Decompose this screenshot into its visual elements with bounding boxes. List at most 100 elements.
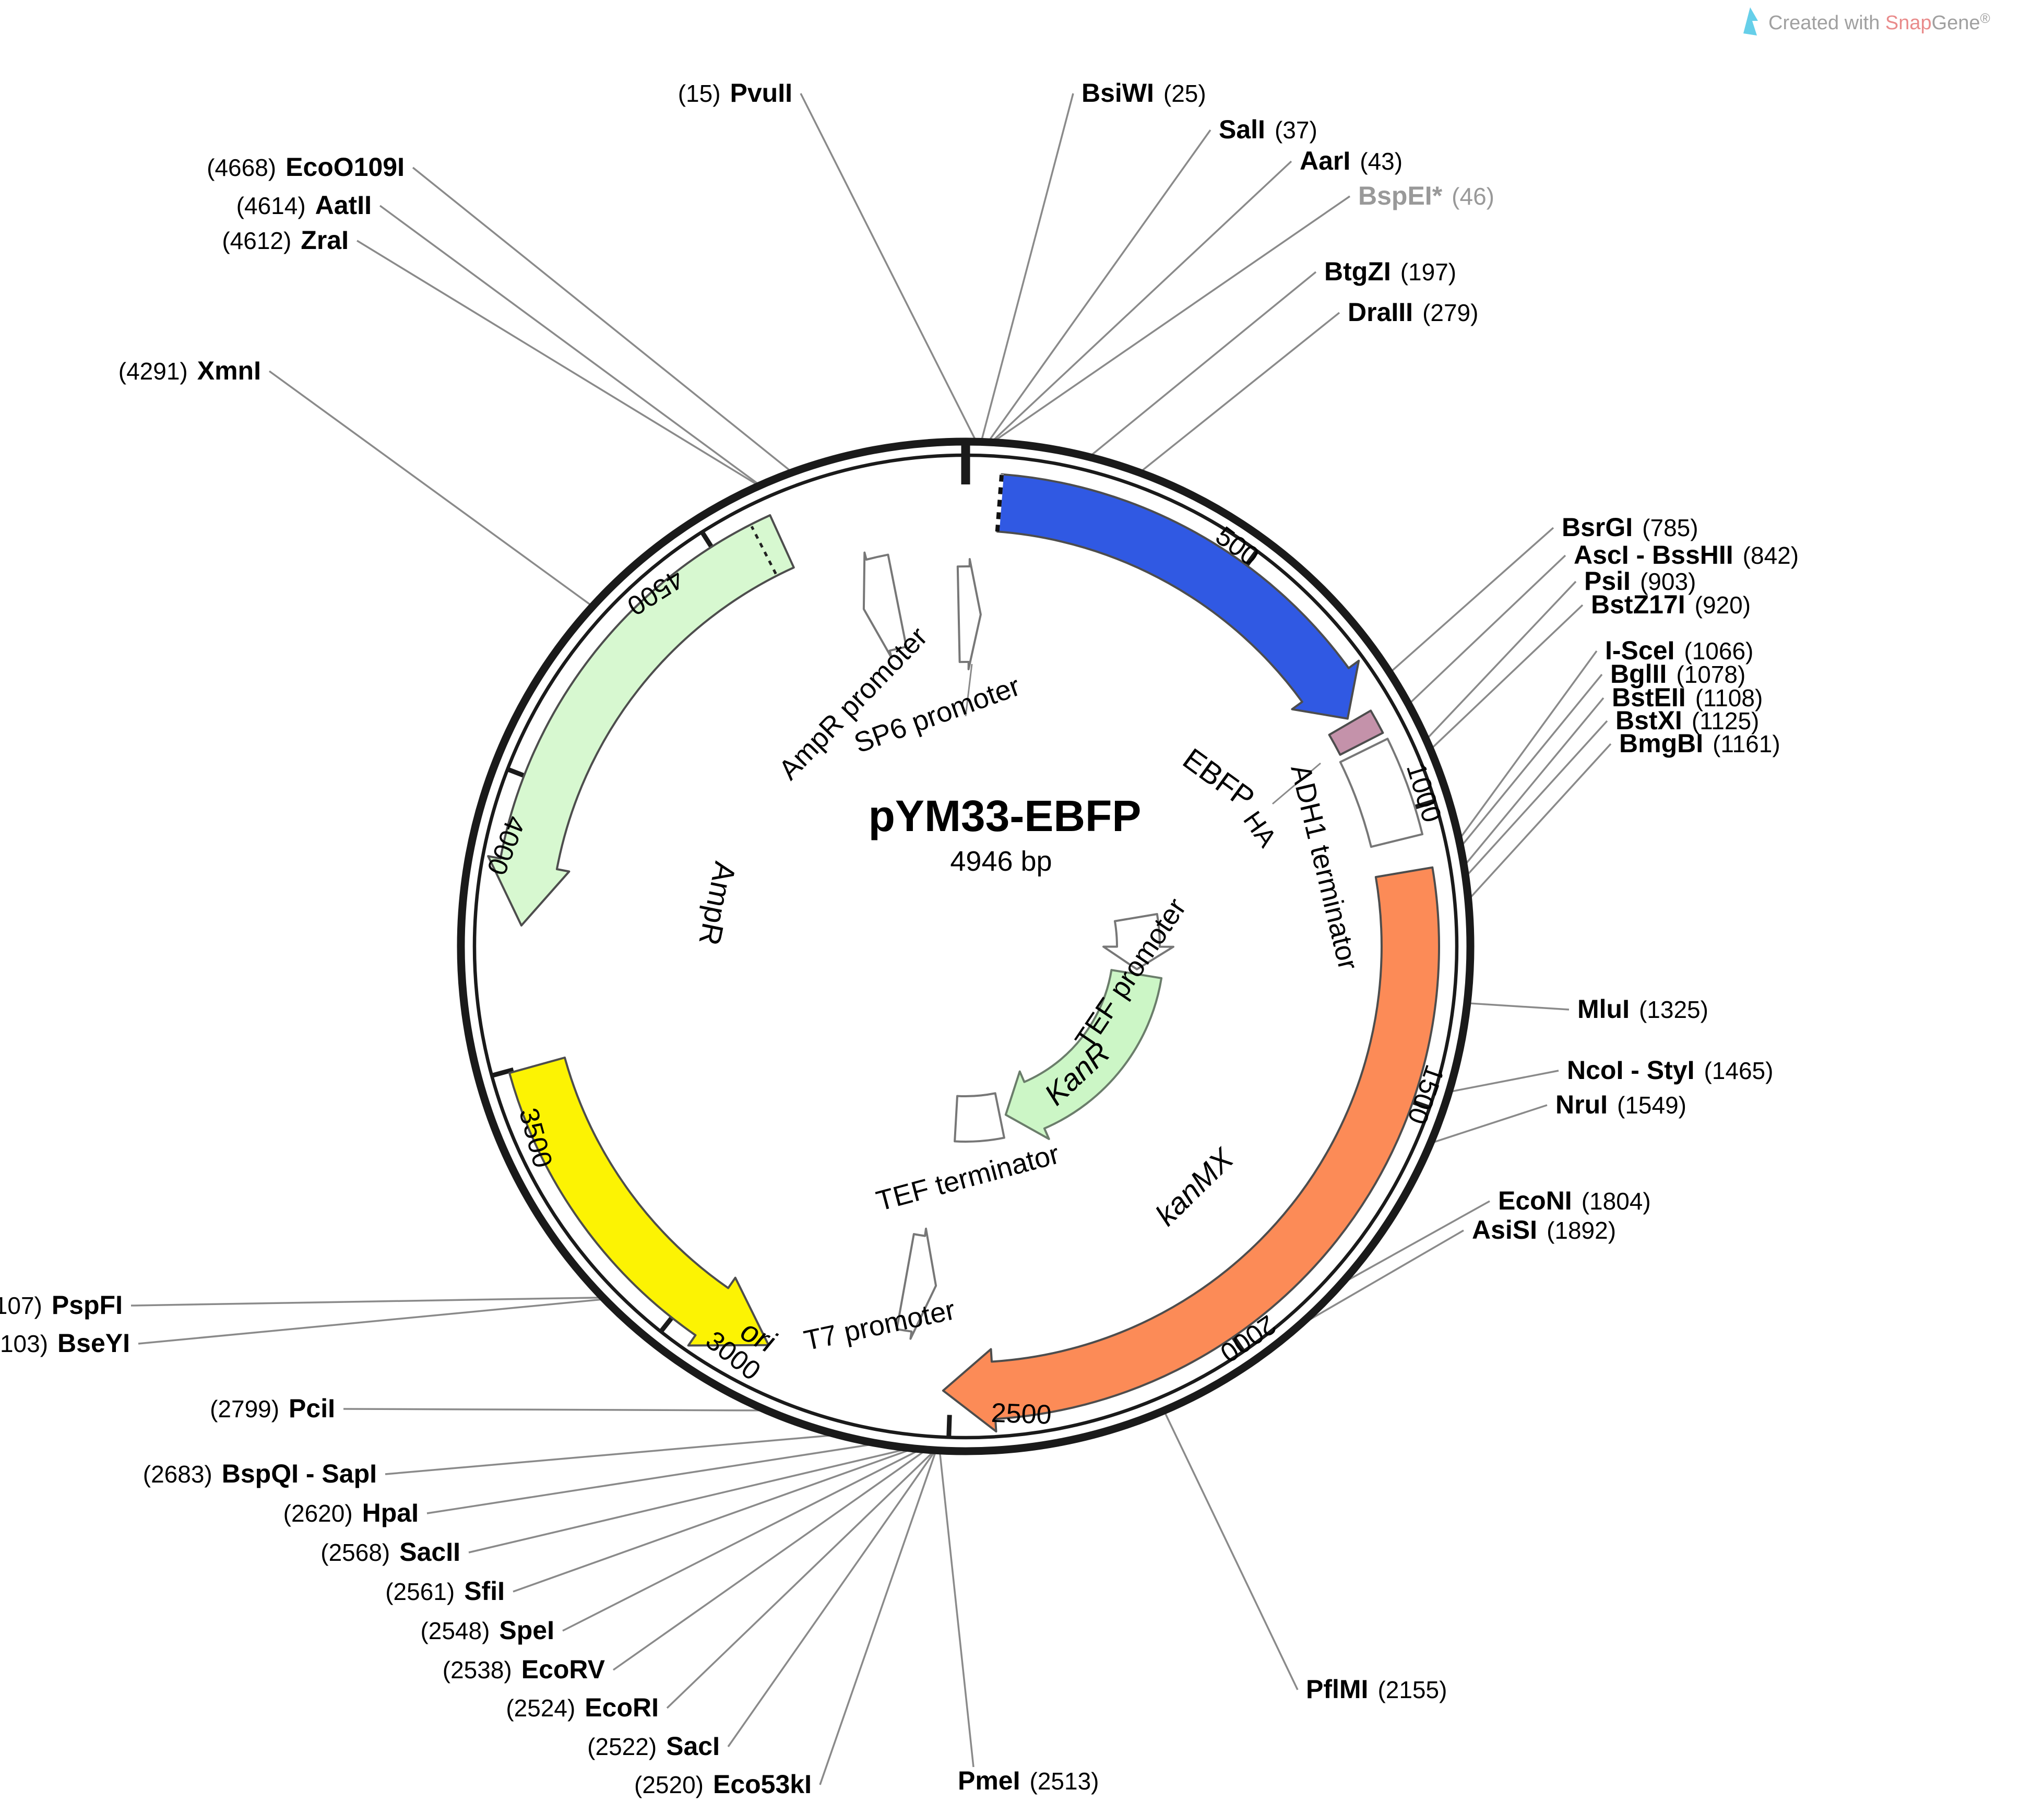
feature-label-T7-promoter[interactable]: T7 promoter: [801, 1294, 958, 1357]
enzyme-name: SpeI: [499, 1616, 554, 1645]
enzyme-name: AatII: [315, 191, 372, 220]
enzyme-name: HpaI: [362, 1498, 419, 1527]
enzyme-site: (15): [678, 80, 721, 107]
enzyme-name: BseYI: [57, 1329, 130, 1358]
enzyme-label-PspFI[interactable]: (3107) PspFI: [0, 1290, 123, 1320]
enzyme-label-AsiSI[interactable]: AsiSI (1892): [1472, 1215, 1616, 1244]
enzyme-label-EcoO109I[interactable]: (4668) EcoO109I: [207, 152, 405, 182]
feature-EBFP[interactable]: [996, 473, 1360, 720]
enzyme-label-AscIBssHII[interactable]: AscI - BssHII (842): [1574, 540, 1799, 570]
enzyme-label-BsrGI[interactable]: BsrGI (785): [1562, 513, 1698, 542]
feature-label-AmpR[interactable]: AmpR: [692, 859, 742, 948]
enzyme-label-PflMI[interactable]: PflMI (2155): [1306, 1675, 1447, 1704]
enzyme-label-SfiI[interactable]: (2561) SfiI: [385, 1576, 505, 1606]
leader-BspQISapI: [385, 1434, 833, 1475]
enzyme-name: BspQI - SapI: [222, 1459, 377, 1488]
feature-TEF-promoter[interactable]: [1102, 913, 1174, 970]
enzyme-label-PsiI[interactable]: PsiI (903): [1584, 566, 1696, 596]
enzyme-site: (25): [1163, 80, 1206, 107]
feature-leader-SP6-promoter: [965, 663, 973, 717]
feature-TEF-terminator[interactable]: [954, 1092, 1005, 1143]
enzyme-label-BspEI[interactable]: BspEI* (46): [1358, 181, 1494, 210]
enzyme-site: (1125): [1692, 707, 1760, 734]
enzyme-label-NruI[interactable]: NruI (1549): [1555, 1090, 1686, 1119]
enzyme-label-EcoRV[interactable]: (2538) EcoRV: [443, 1655, 605, 1684]
enzyme-site: (2522): [587, 1733, 657, 1760]
enzyme-label-BstZ17I[interactable]: BstZ17I (920): [1591, 590, 1751, 619]
feature-KanR[interactable]: [1004, 969, 1163, 1140]
enzyme-name: PciI: [289, 1394, 335, 1423]
enzyme-name: NruI: [1555, 1090, 1608, 1119]
enzyme-label-BsiWI[interactable]: BsiWI (25): [1082, 78, 1206, 108]
enzyme-label-ISceI[interactable]: I-SceI (1066): [1605, 636, 1753, 665]
feature-AmpR[interactable]: [487, 514, 795, 927]
enzyme-name: Eco53kI: [713, 1770, 812, 1799]
enzyme-label-BstEII[interactable]: BstEII (1108): [1612, 683, 1763, 712]
feature-T7-promoter[interactable]: [896, 1227, 937, 1340]
enzyme-label-DraIII[interactable]: DraIII (279): [1348, 298, 1478, 327]
feature-kanMX[interactable]: [942, 866, 1441, 1433]
enzyme-site: (1465): [1704, 1057, 1773, 1084]
feature-label-kanMX[interactable]: kanMX: [1149, 1141, 1241, 1232]
enzyme-name: EcoNI: [1498, 1186, 1572, 1215]
enzyme-label-MluI[interactable]: MluI (1325): [1577, 994, 1708, 1024]
leader-DraIII: [1140, 312, 1340, 472]
enzyme-label-BmgBI[interactable]: BmgBI (1161): [1619, 729, 1780, 758]
enzyme-site: (785): [1642, 514, 1698, 541]
enzyme-site: (903): [1640, 568, 1696, 595]
enzyme-label-BseYI[interactable]: (3103) BseYI: [0, 1329, 130, 1358]
feature-label-TEF-terminator[interactable]: TEF terminator: [873, 1138, 1063, 1217]
enzyme-name: BstXI: [1615, 706, 1682, 735]
feature-label-HA[interactable]: HA: [1238, 806, 1282, 853]
enzyme-label-PmeI[interactable]: PmeI (2513): [958, 1766, 1099, 1795]
enzyme-label-EcoRI[interactable]: (2524) EcoRI: [506, 1693, 659, 1722]
enzyme-site: (1066): [1684, 637, 1753, 665]
enzyme-label-NcoIStyI[interactable]: NcoI - StyI (1465): [1567, 1056, 1773, 1085]
leader-BsiWI: [981, 93, 1074, 440]
enzyme-label-SpeI[interactable]: (2548) SpeI: [420, 1616, 554, 1645]
enzyme-site: (1325): [1639, 996, 1708, 1023]
enzyme-label-AarI[interactable]: AarI (43): [1300, 146, 1403, 175]
enzyme-site: (3103): [0, 1330, 48, 1357]
feature-label-ADH1-terminator[interactable]: ADH1 terminator: [1285, 762, 1364, 973]
leader-AscIBssHII: [1409, 554, 1566, 704]
enzyme-label-HpaI[interactable]: (2620) HpaI: [283, 1498, 419, 1527]
enzyme-label-PciI[interactable]: (2799) PciI: [210, 1394, 335, 1423]
feature-AmpR-promoter[interactable]: [862, 551, 908, 659]
enzyme-name: XmnI: [197, 356, 261, 385]
leader-SpeI: [562, 1450, 918, 1632]
enzyme-label-Eco53kI[interactable]: (2520) Eco53kI: [634, 1770, 812, 1799]
feature-SP6-promoter[interactable]: [956, 558, 982, 670]
enzyme-label-EcoNI[interactable]: EcoNI (1804): [1498, 1186, 1651, 1215]
leader-NcoIStyI: [1451, 1070, 1559, 1093]
feature-ori[interactable]: [508, 1057, 770, 1347]
enzyme-label-BspQISapI[interactable]: (2683) BspQI - SapI: [143, 1459, 377, 1488]
feature-label-EBFP[interactable]: EBFP: [1177, 742, 1261, 816]
leader-EcoNI: [1346, 1200, 1490, 1282]
enzyme-site: (1161): [1713, 730, 1780, 757]
enzyme-name: SacI: [666, 1732, 720, 1761]
enzyme-label-BstXI[interactable]: BstXI (1125): [1615, 706, 1759, 735]
enzyme-label-PvuII[interactable]: (15) PvuII: [678, 78, 792, 108]
enzyme-label-BglII[interactable]: BglII (1078): [1610, 659, 1745, 689]
enzyme-site: (2548): [420, 1617, 490, 1644]
feature-HA[interactable]: [1328, 709, 1384, 756]
enzyme-label-SalI[interactable]: SalI (37): [1219, 115, 1317, 144]
enzyme-site: (1892): [1547, 1217, 1616, 1244]
feature-label-AmpR-promoter[interactable]: AmpR promoter: [773, 621, 933, 786]
enzyme-site: (1078): [1676, 661, 1745, 688]
enzyme-label-SacI[interactable]: (2522) SacI: [587, 1732, 720, 1761]
enzyme-label-XmnI[interactable]: (4291) XmnI: [118, 356, 261, 385]
tick-label-2500: 2500: [991, 1398, 1052, 1430]
tick-1000: [1412, 799, 1436, 810]
enzyme-site: (2568): [320, 1539, 390, 1566]
enzyme-labels: (15) PvuII BsiWI (25) SalI (37)AarI (43) BspEI*…: [0, 78, 1799, 1799]
enzyme-label-SacII[interactable]: (2568) SacII: [320, 1537, 460, 1567]
enzyme-label-BtgZI[interactable]: BtgZI (197): [1324, 257, 1456, 286]
enzyme-name: PflMI: [1306, 1675, 1368, 1704]
enzyme-label-AatII[interactable]: (4614) AatII: [236, 191, 372, 220]
feature-start-edge-dashes: [995, 474, 1004, 532]
leader-BspEI: [994, 195, 1350, 442]
feature-ADH1-terminator[interactable]: [1339, 738, 1423, 848]
enzyme-label-ZraI[interactable]: (4612) ZraI: [222, 226, 349, 255]
